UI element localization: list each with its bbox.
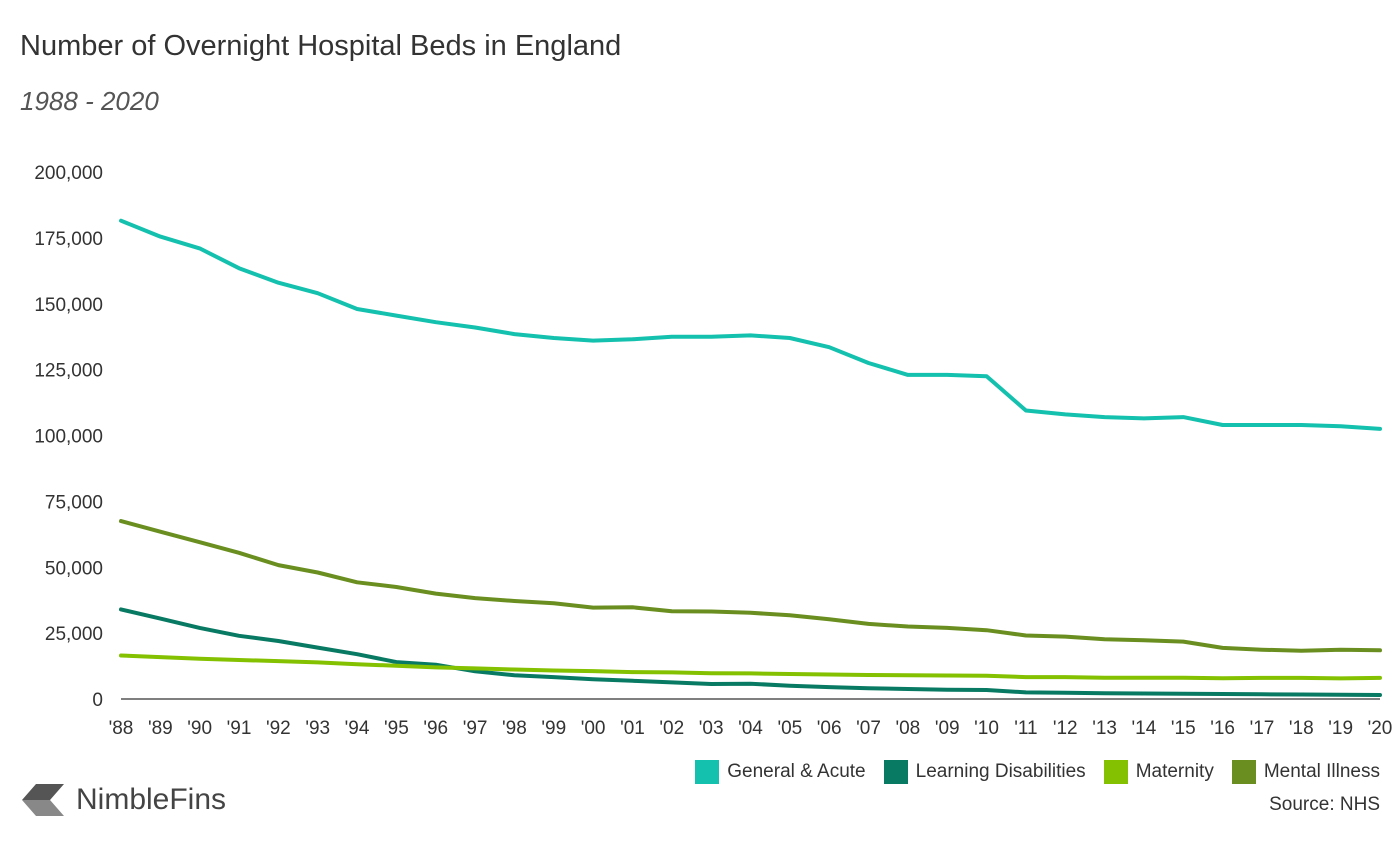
x-tick-label: '05 [777,718,802,739]
y-tick-label: 150,000 [34,295,103,316]
x-tick-label: '89 [148,718,173,739]
chart-subtitle: 1988 - 2020 [20,86,159,116]
legend-swatch-general-acute [695,760,720,784]
x-tick-label: '13 [1092,718,1117,739]
y-tick-label: 175,000 [34,229,103,250]
x-tick-label: '92 [266,718,291,739]
x-tick-label: '01 [620,718,645,739]
x-tick-label: '09 [935,718,960,739]
x-tick-label: '91 [227,718,252,739]
legend-item-general-acute: General & Acute [695,760,866,784]
x-tick-label: '20 [1368,718,1393,739]
x-tick-label: '97 [463,718,488,739]
legend-swatch-learning-disabilities [883,760,908,784]
x-tick-label: '12 [1053,718,1078,739]
source-note: Source: NHS [1269,794,1380,815]
brand-name: NimbleFins [76,783,227,816]
x-tick-label: '03 [699,718,724,739]
x-tick-label: '95 [384,718,409,739]
x-tick-label: '93 [305,718,330,739]
brand-logo: NimbleFins [20,780,226,820]
legend-item-mental-illness: Mental Illness [1231,760,1380,784]
y-tick-label: 0 [92,690,103,711]
series-lines [119,218,1382,697]
y-axis-labels: 0 25,000 50,000 75,000 100,000 125,000 150,000… [34,163,103,711]
x-tick-label: '94 [345,718,370,739]
legend-swatch-maternity [1103,760,1128,784]
x-tick-label: '00 [581,718,606,739]
x-tick-label: '88 [109,718,134,739]
y-tick-label: 100,000 [34,427,103,448]
x-tick-label: '11 [1014,718,1037,739]
x-tick-label: '98 [502,718,527,739]
x-tick-label: '14 [1132,718,1157,739]
legend-label-maternity: Maternity [1135,761,1214,782]
y-tick-label: 200,000 [34,163,103,184]
x-tick-label: '08 [895,718,920,739]
chart-title: Number of Overnight Hospital Beds in Eng… [20,30,622,62]
y-tick-label: 25,000 [45,624,103,645]
y-tick-label: 125,000 [34,361,103,382]
y-tick-label: 75,000 [45,492,103,513]
x-tick-label: '99 [541,718,566,739]
fin-logo-icon [22,784,64,816]
legend-label-general-acute: General & Acute [727,761,866,782]
x-tick-label: '07 [856,718,881,739]
y-tick-label: 50,000 [45,558,103,579]
x-tick-label: '04 [738,718,763,739]
series-line-general-acute [119,218,1382,431]
x-tick-label: '02 [659,718,684,739]
x-tick-label: '17 [1250,718,1275,739]
x-axis-labels: '88 '89 '90 '91 '92 '93 '94 '95 '96 '97 '98 '99 '00 '… [109,718,1393,739]
series-line-learning-disabilities [119,607,1382,697]
legend: General & Acute Learning Disabilities Ma… [695,760,1380,784]
series-line-mental-illness [119,519,1382,653]
x-tick-label: '15 [1171,718,1196,739]
x-tick-label: '06 [817,718,842,739]
legend-label-learning-disabilities: Learning Disabilities [915,761,1086,782]
series-line-maternity [119,653,1382,681]
legend-item-learning-disabilities: Learning Disabilities [883,760,1086,784]
x-tick-label: '90 [187,718,212,739]
legend-label-mental-illness: Mental Illness [1263,761,1380,782]
x-tick-label: '19 [1328,718,1353,739]
x-tick-label: '16 [1210,718,1235,739]
x-tick-label: '18 [1289,718,1314,739]
legend-swatch-mental-illness [1231,760,1256,784]
legend-item-maternity: Maternity [1103,760,1214,784]
x-tick-label: '10 [974,718,999,739]
x-tick-label: '96 [423,718,448,739]
